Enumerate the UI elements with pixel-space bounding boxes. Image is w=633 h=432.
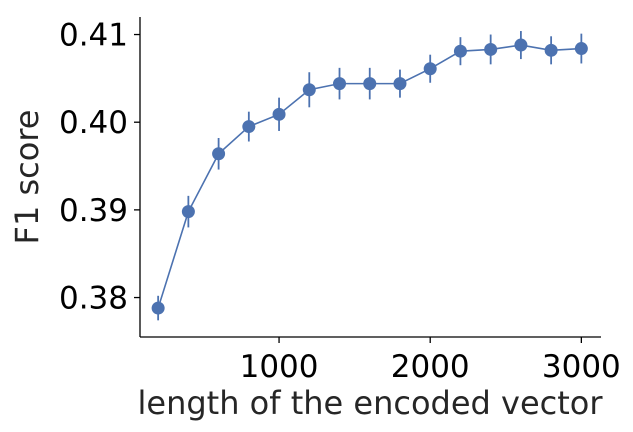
data-point [151,301,165,315]
y-tick-label: 0.38 [59,281,128,317]
data-point [272,107,286,121]
y-tick-label: 0.40 [59,105,128,141]
data-point [423,62,437,76]
x-axis-title: length of the encoded vector [138,384,604,422]
x-tick-label: 1000 [240,349,319,385]
y-axis-title: F1 score [8,110,46,245]
data-point [212,147,226,161]
data-point [574,42,588,56]
ticks: 1000 2000 3000 0.38 0.39 0.40 0.41 [59,18,621,385]
data-point [363,77,377,91]
axes [139,17,601,338]
x-tick-label: 3000 [542,349,621,385]
series-group [151,31,588,321]
data-point [453,44,467,58]
data-point [302,83,316,97]
data-point [242,120,256,134]
data-point [484,42,498,56]
data-point [514,38,528,52]
data-point [393,77,407,91]
data-point [181,205,195,219]
y-tick-label: 0.39 [59,193,128,229]
y-tick-label: 0.41 [59,18,128,54]
data-point [544,43,558,57]
x-tick-label: 2000 [391,349,470,385]
data-point [333,77,347,91]
